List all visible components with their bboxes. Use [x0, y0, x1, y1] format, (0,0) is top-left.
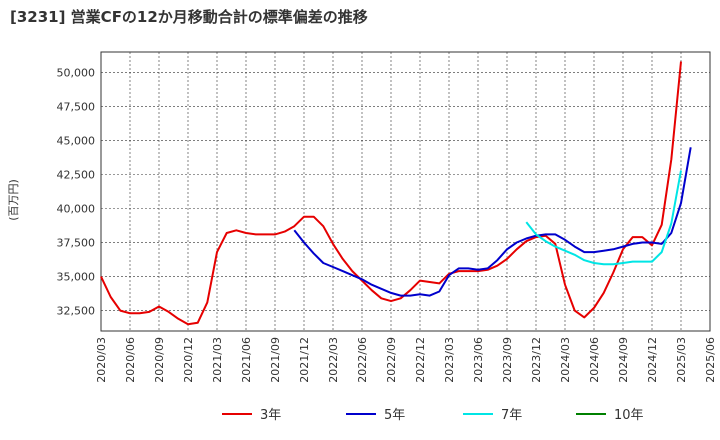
y-tick-label: 37,500	[57, 237, 96, 250]
chart-title: [3231] 営業CFの12か月移動合計の標準偏差の推移	[10, 8, 368, 26]
x-tick-label: 2020/12	[182, 337, 195, 383]
axis-layer: 2020/03 2020/06 2020/09 2020/12 2021/03 2021/…	[57, 66, 718, 382]
x-tick-label: 2023/06	[472, 337, 485, 383]
legend-label-7年: 7年	[501, 408, 522, 423]
series-layer	[100, 61, 692, 326]
y-tick-label: 47,500	[57, 100, 96, 113]
x-tick-label: 2023/03	[443, 337, 456, 383]
grid-layer	[100, 51, 711, 332]
x-tick-label: 2024/12	[646, 337, 659, 383]
x-tick-label: 2021/09	[269, 337, 282, 383]
series-line-5年	[293, 147, 692, 297]
x-tick-label: 2020/03	[95, 337, 108, 383]
legend-label-3年: 3年	[260, 408, 281, 423]
x-tick-label: 2025/03	[675, 337, 688, 383]
y-axis-label: (百万円)	[7, 179, 20, 221]
y-tick-label: 42,500	[57, 168, 96, 181]
series-line-3年	[100, 61, 682, 326]
plot-area	[100, 51, 711, 332]
x-tick-label: 2021/03	[211, 337, 224, 383]
y-axis-label-text: (百万円)	[7, 179, 20, 221]
x-tick-label: 2020/09	[153, 337, 166, 383]
x-tick-label: 2022/12	[414, 337, 427, 383]
y-tick-label: 35,000	[57, 271, 96, 284]
x-tick-label: 2022/06	[356, 337, 369, 383]
x-tick-label: 2024/03	[559, 337, 572, 383]
x-tick-label: 2022/09	[385, 337, 398, 383]
x-tick-label: 2021/06	[240, 337, 253, 383]
x-tick-label: 2025/06	[704, 337, 717, 383]
x-tick-label: 2023/12	[530, 337, 543, 383]
legend: 3年 5年 7年 10年	[222, 408, 644, 423]
x-tick-label: 2020/06	[124, 337, 137, 383]
legend-label-5年: 5年	[384, 408, 405, 423]
x-tick-label: 2023/09	[501, 337, 514, 383]
x-tick-label: 2024/06	[588, 337, 601, 383]
y-tick-label: 32,500	[57, 305, 96, 318]
x-tick-label: 2022/03	[327, 337, 340, 383]
y-tick-label: 40,000	[57, 203, 96, 216]
legend-label-10年: 10年	[614, 408, 644, 423]
series-line-7年	[525, 170, 682, 266]
y-tick-label: 45,000	[57, 134, 96, 147]
x-tick-label: 2021/12	[298, 337, 311, 383]
x-tick-label: 2024/09	[617, 337, 630, 383]
y-tick-label: 50,000	[57, 66, 96, 79]
